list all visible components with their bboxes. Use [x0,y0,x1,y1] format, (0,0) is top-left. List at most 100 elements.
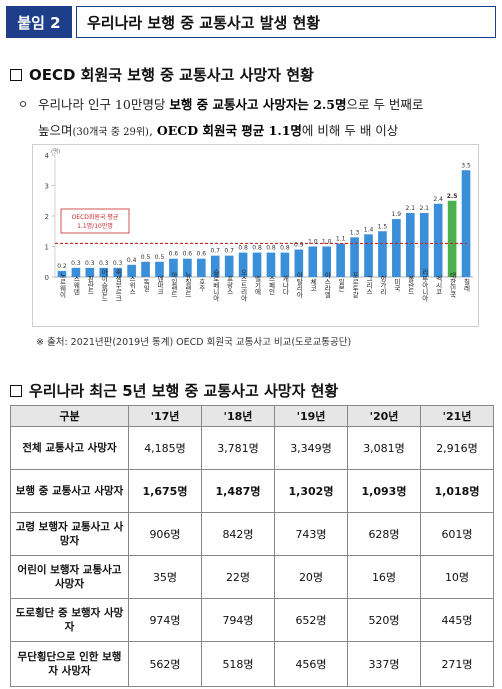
bar-value-label: 0.6 [197,251,207,258]
bar-value-label: 0.3 [71,260,81,267]
bar [141,261,150,277]
bar-value-label: 1.0 [308,239,318,246]
category-label: 노르웨이 [58,272,66,300]
average-legend-text: 1.1명/10만명 [77,222,113,230]
table-cell: 1,487명 [201,469,275,513]
paragraph-line-2: 높으며(30개국 중 29위), OECD 회원국 평균 1.1명에 비해 두 … [18,118,494,146]
text: 에 비해 두 배 이상 [301,123,399,138]
category-label: 독일 [142,278,150,292]
bar [364,234,373,277]
bar [447,200,457,277]
average-legend-text: OECD회원국 평균 [72,213,119,221]
bar [155,261,164,277]
category-label: 핀란드 [86,274,94,295]
bar [238,252,248,277]
bar-value-label: 2.1 [406,205,416,212]
row-label: 고령 보행자 교통사고 사망자 [10,512,129,556]
table-cell: 3,349명 [274,426,348,470]
bar-value-label: 1.9 [392,211,402,218]
bar [127,264,136,277]
circle-bullet-icon: ㅇ [18,98,29,111]
category-label: 오스트리아 [239,268,247,302]
bar-value-label: 1.5 [378,223,388,230]
bar-value-label: 2.4 [433,196,443,203]
text: 우리나라 인구 10만명당 [38,97,170,112]
bar-value-label: 0.3 [99,260,109,267]
table-header-cell: '18년 [201,405,275,427]
section2-title: 우리나라 최근 5년 보행 중 교통사고 사망자 현황 [10,380,338,401]
category-label: 멕시코 [434,274,442,295]
bar-value-label: 0.5 [155,254,165,261]
table-cell: 3,781명 [201,426,275,470]
text: , [148,123,157,138]
bar [350,237,359,277]
table-cell: 628명 [347,512,421,556]
table-cell: 2,916명 [420,426,494,470]
bar-value-label: 0.2 [57,263,67,270]
table-cell: 974명 [128,598,202,642]
paragraph-line-1: 우리나라 인구 10만명당 보행 중 교통사고 사망자는 2.5명으로 두 번째… [18,92,494,118]
category-label: 헝가리 [378,275,386,296]
table-cell: 601명 [420,512,494,556]
bar [266,252,276,277]
bar-value-label: 0.5 [141,254,151,261]
table-cell: 456명 [274,641,348,687]
category-label: 프랑스 [225,275,233,295]
category-label: 폴란드 [406,275,414,295]
table-cell: 1,302명 [274,469,348,513]
table-cell: 1,675명 [128,469,202,513]
table-header-cell: '21년 [420,405,494,427]
bar-value-label: 1.0 [322,239,332,246]
bar-value-label: 0.7 [210,248,220,255]
highlight-text: 보행 중 교통사고 사망자는 2.5명 [169,97,347,112]
table-header-cell: '19년 [274,405,348,427]
page-header: 붙임 2 우리나라 보행 중 교통사고 발생 현황 [6,6,496,38]
bar-value-label: 2.1 [419,205,429,212]
category-label: 호주 [197,278,205,293]
table-row: 고령 보행자 교통사고 사망자 906명 842명 743명 628명 601명 [10,512,494,556]
table-header-cell: 구분 [10,405,129,427]
category-label: 스페인 [267,275,275,295]
bar-value-label: 0.3 [85,260,95,267]
bar [280,252,290,277]
row-label: 전체 교통사고 사망자 [10,426,129,470]
bar-value-label: 1.3 [350,229,360,236]
bar [113,267,123,277]
category-label: 뉴질랜드 [183,272,191,298]
table-cell: 1,018명 [420,469,494,513]
bar [196,258,206,277]
square-bullet-icon [10,384,22,397]
table-cell: 22명 [201,555,275,599]
table-cell: 562명 [128,641,202,687]
square-bullet-icon [10,68,22,81]
oecd-bar-chart: 0 1 2 3 4 (명) 0.2 노르웨이 0.3 스웨덴 0.3 핀란드 0.3 아이슬란드 0.3 룩셈… [32,144,479,327]
bar [99,267,109,277]
page-title: 우리나라 보행 중 교통사고 발생 현황 [76,6,496,38]
bar [378,231,387,277]
table-cell: 1,093명 [347,469,421,513]
bar-value-label: 2.5 [447,193,458,200]
row-label: 어린이 보행자 교통사고 사망자 [10,555,129,599]
bar [392,219,401,277]
bar [71,267,81,277]
bar-value-label: 0.7 [224,248,234,255]
text: 높으며 [38,123,73,138]
bar-value-label: 0.6 [183,251,193,258]
category-label: 대한민국 [448,272,456,300]
table-cell: 743명 [274,512,348,556]
category-label: 이스라엘 [323,271,331,299]
bar-value-label: 0.4 [127,257,137,264]
category-label: 아일랜드 [169,271,177,298]
category-label: 칠레 [462,277,470,293]
bar [57,270,67,277]
table-cell: 3,081명 [347,426,421,470]
category-label: 아이슬란드 [100,267,108,301]
table-row: 무단횡단으로 인한 보행자 사망자 562명 518명 456명 337명 271명 [10,641,494,687]
table-cell: 271명 [420,641,494,687]
bar [336,243,345,277]
y-tick-label: 0 [45,274,49,282]
category-label: 이탈리아 [295,271,303,300]
source-note: ※ 출처: 2021년판(2019년 통계) OECD 회원국 교통사고 비교(… [36,337,352,348]
table-row: 보행 중 교통사고 사망자 1,675명 1,487명 1,302명 1,093명 1,0… [10,469,494,513]
